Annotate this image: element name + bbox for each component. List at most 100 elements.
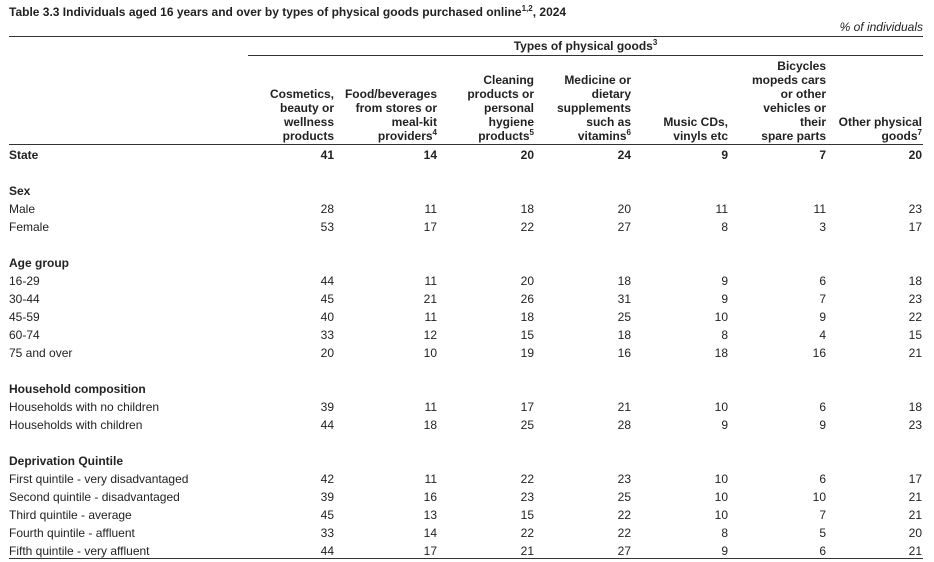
column-header-line: vitamins6 <box>541 128 631 144</box>
table-cell: 20 <box>617 202 631 216</box>
table-cell: 11 <box>424 202 437 216</box>
table-cell: 7 <box>819 148 826 162</box>
table-cell: 11 <box>424 400 437 414</box>
table-row: Female 53 17 22 27 8 3 17 <box>0 220 934 238</box>
row-label: Fourth quintile - affluent <box>9 526 135 540</box>
table-cell: 17 <box>520 400 534 414</box>
table-cell: 10 <box>714 310 728 324</box>
column-header-line: products <box>282 129 334 143</box>
table-cell: 18 <box>908 274 922 288</box>
table-cell: 24 <box>617 148 631 162</box>
row-label: Male <box>9 202 36 216</box>
column-header-line: Bicycles <box>777 59 826 73</box>
table-cell: 10 <box>714 472 728 486</box>
table-cell: 7 <box>819 508 826 522</box>
table-cell: 20 <box>520 274 534 288</box>
bottom-rule <box>9 558 923 559</box>
table-row: 30-44 45 21 26 31 9 7 23 <box>0 292 934 310</box>
group-header-footnote: 3 <box>652 38 658 47</box>
column-header-line: Cosmetics, <box>269 87 334 101</box>
table-cell: 16 <box>812 346 826 360</box>
table-cell: 45 <box>320 508 334 522</box>
section-title: Deprivation Quintile <box>9 454 124 468</box>
column-header-4: Medicine or dietary supplements such as vita… <box>541 73 631 143</box>
table-cell: 22 <box>520 472 534 486</box>
row-label: 45-59 <box>9 310 40 324</box>
table-cell: 6 <box>819 544 826 558</box>
table-cell: 40 <box>320 310 334 324</box>
column-header-line: products or <box>467 87 534 101</box>
table-cell: 10 <box>714 400 728 414</box>
row-label: 16-29 <box>9 274 40 288</box>
table-cell: 9 <box>721 292 728 306</box>
column-header-footnote: 5 <box>529 128 534 137</box>
table-cell: 22 <box>520 526 534 540</box>
column-header-3: Cleaning products or personal hygiene produc… <box>444 73 534 143</box>
column-header-line: vinyls etc <box>673 129 728 143</box>
table-cell: 4 <box>819 328 826 342</box>
table-row: Second quintile - disadvantaged 39 16 23 25 1… <box>0 490 934 508</box>
table-cell: 17 <box>423 220 437 234</box>
column-header-6: Bicycles mopeds cars or other vehicles or th… <box>736 59 826 143</box>
table-cell: 28 <box>617 418 631 432</box>
table-row: 45-59 40 11 18 25 10 9 22 <box>0 310 934 328</box>
table-row: First quintile - very disadvantaged 42 11 2… <box>0 472 934 490</box>
table-cell: 17 <box>423 544 437 558</box>
column-header-footnote: 6 <box>626 128 631 137</box>
table-cell: 12 <box>423 328 437 342</box>
table-cell: 23 <box>520 490 534 504</box>
table-cell: 11 <box>424 310 437 324</box>
table-cell: 21 <box>423 292 437 306</box>
table-cell: 26 <box>520 292 534 306</box>
table-cell: 18 <box>423 418 437 432</box>
column-header-text: providers <box>377 129 433 143</box>
column-header-line: goods7 <box>822 128 922 144</box>
table-cell: 9 <box>721 544 728 558</box>
table-cell: 16 <box>617 346 631 360</box>
table-cell: 9 <box>819 310 826 324</box>
table-cell: 22 <box>617 526 631 540</box>
column-header-line: Music CDs, <box>663 115 728 129</box>
row-label: Households with no children <box>9 400 160 414</box>
table-cell: 14 <box>423 148 437 162</box>
column-header-line: personal <box>483 101 534 115</box>
table-title-suffix: , 2024 <box>532 5 567 19</box>
table-row: 60-74 33 12 15 18 8 4 15 <box>0 328 934 346</box>
table-cell: 25 <box>520 418 534 432</box>
table-cell: 27 <box>617 544 631 558</box>
table-cell: 33 <box>320 526 334 540</box>
row-label: 75 and over <box>9 346 73 360</box>
table-row: 75 and over 20 10 19 16 18 16 21 <box>0 346 934 364</box>
column-header-line: Cleaning <box>483 73 534 87</box>
table-cell: 44 <box>320 418 334 432</box>
column-header-line: mopeds cars <box>751 73 826 87</box>
table-cell: 5 <box>819 526 826 540</box>
table-cell: 23 <box>908 292 922 306</box>
table-cell: 11 <box>715 202 728 216</box>
table-cell: 25 <box>617 490 631 504</box>
section-title: Sex <box>9 184 31 198</box>
table-cell: 15 <box>520 328 534 342</box>
table-cell: 11 <box>424 274 437 288</box>
table-cell: 10 <box>714 508 728 522</box>
table-cell: 27 <box>617 220 631 234</box>
table-cell: 14 <box>423 526 437 540</box>
column-header-footnote: 7 <box>917 128 922 137</box>
table-cell: 18 <box>617 274 631 288</box>
column-header-line: from stores or <box>355 101 437 115</box>
row-label: 60-74 <box>9 328 40 342</box>
table-cell: 44 <box>320 544 334 558</box>
column-header-footnote: 4 <box>432 128 437 137</box>
column-header-line: or other <box>780 87 826 101</box>
table-cell: 15 <box>520 508 534 522</box>
row-label: Fifth quintile - very affluent <box>9 544 150 558</box>
table-cell: 17 <box>908 472 922 486</box>
top-rule <box>9 36 923 37</box>
table-cell: 39 <box>320 400 334 414</box>
table-cell: 10 <box>812 490 826 504</box>
table-cell: 21 <box>617 400 631 414</box>
table-cell: 22 <box>520 220 534 234</box>
table-cell: 17 <box>908 220 922 234</box>
table-cell: 39 <box>320 490 334 504</box>
table-row: 16-29 44 11 20 18 9 6 18 <box>0 274 934 292</box>
